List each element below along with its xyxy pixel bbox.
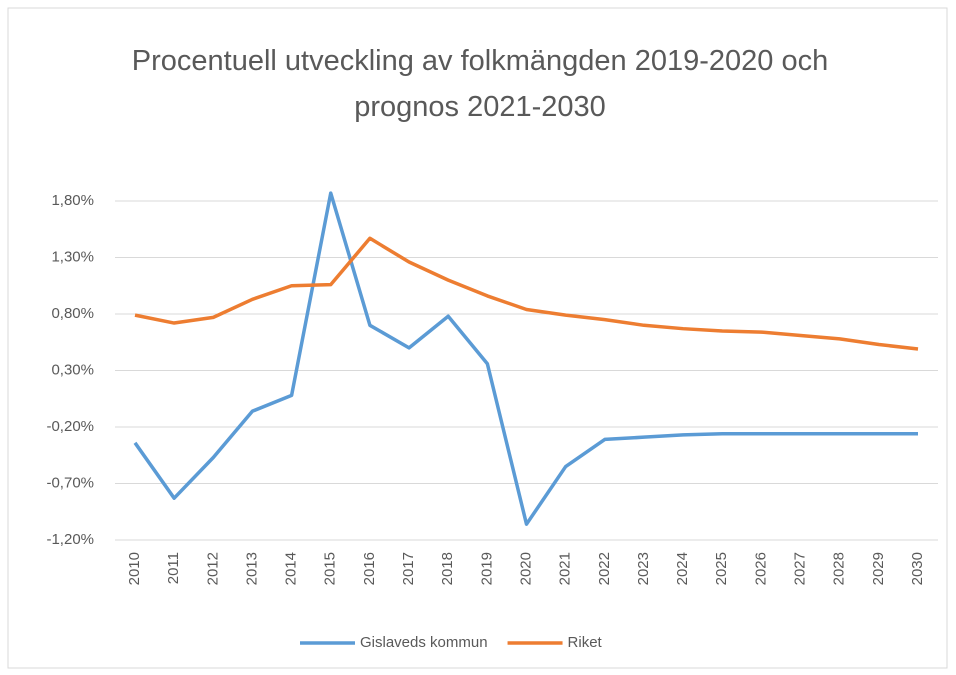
x-tick-label: 2026 bbox=[752, 552, 769, 585]
x-tick-label: 2028 bbox=[831, 552, 848, 585]
x-tick-label: 2020 bbox=[517, 552, 534, 585]
line-series bbox=[133, 191, 918, 526]
chart-title: Procentuell utveckling av folkmängden 20… bbox=[131, 45, 829, 123]
y-tick-label: -0,70% bbox=[46, 474, 94, 491]
x-tick-label: 2017 bbox=[400, 552, 417, 585]
x-tick-label: 2019 bbox=[478, 552, 495, 585]
y-tick-label: 0,30% bbox=[51, 361, 94, 378]
line-series bbox=[134, 236, 919, 351]
legend-label: Gislaveds kommun bbox=[360, 634, 488, 651]
x-tick-label: 2029 bbox=[870, 552, 887, 585]
y-tick-label: -0,20% bbox=[46, 418, 94, 435]
x-tick-label: 2012 bbox=[204, 552, 221, 585]
x-tick-label: 2014 bbox=[283, 552, 300, 585]
x-tick-label: 2015 bbox=[322, 552, 339, 585]
x-tick-label: 2013 bbox=[243, 552, 260, 585]
y-tick-label: -1,20% bbox=[46, 531, 94, 548]
x-tick-label: 2022 bbox=[596, 552, 613, 585]
x-tick-label: 2030 bbox=[909, 552, 926, 585]
x-tick-label: 2018 bbox=[439, 552, 456, 585]
x-tick-label: 2011 bbox=[165, 552, 182, 584]
x-tick-label: 2025 bbox=[713, 552, 730, 585]
x-tick-label: 2010 bbox=[126, 552, 143, 585]
x-tick-label: 2024 bbox=[674, 552, 691, 585]
chart-border bbox=[7, 7, 948, 669]
x-tick-label: 2016 bbox=[361, 552, 378, 585]
y-tick-label: 1,80% bbox=[51, 192, 94, 209]
x-tick-label: 2027 bbox=[792, 552, 809, 585]
x-tick-label: 2023 bbox=[635, 552, 652, 585]
y-tick-label: 0,80% bbox=[51, 305, 94, 322]
x-tick-label: 2021 bbox=[557, 552, 574, 585]
y-tick-label: 1,30% bbox=[51, 248, 94, 265]
legend-label: Riket bbox=[568, 634, 603, 651]
